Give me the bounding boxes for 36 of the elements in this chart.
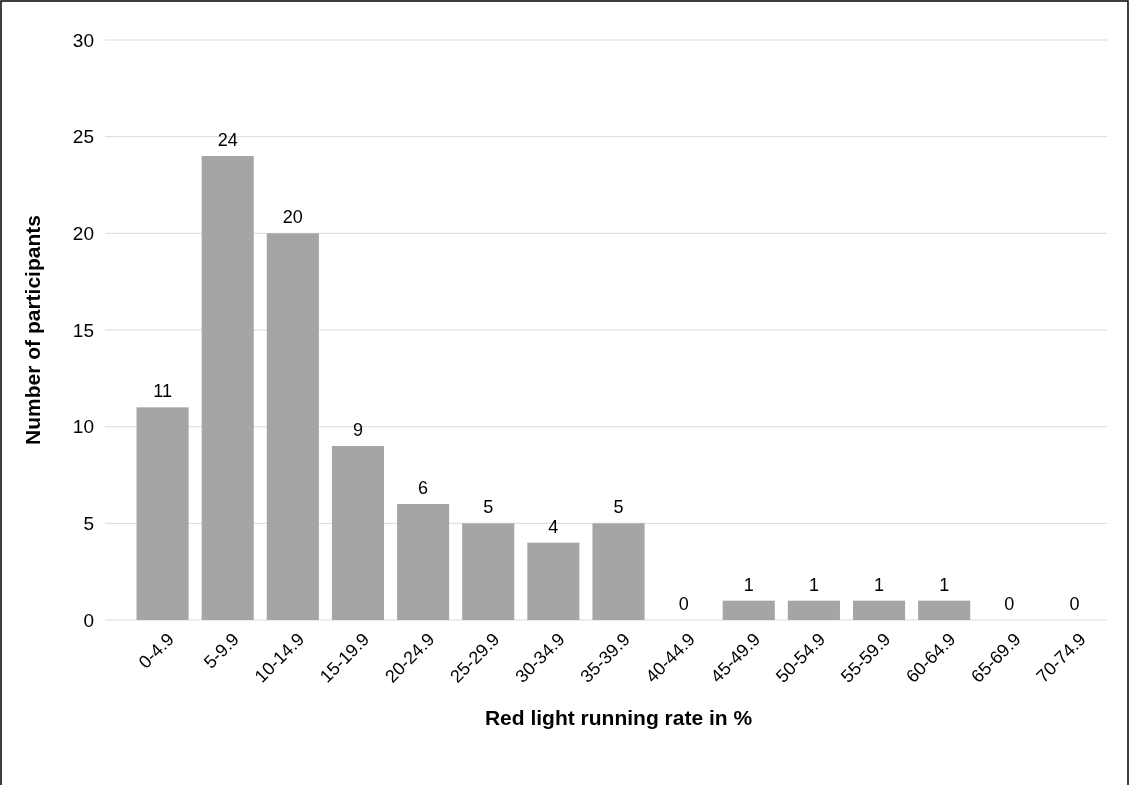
- data-label: 5: [613, 497, 624, 518]
- data-label: 1: [874, 574, 885, 595]
- y-tick-label: 20: [72, 222, 94, 244]
- data-label: 5: [483, 497, 494, 518]
- bar: [527, 542, 580, 620]
- data-label: 1: [939, 574, 950, 595]
- x-axis-title: Red light running rate in %: [484, 706, 753, 729]
- data-label: 9: [352, 420, 363, 440]
- data-label: 0: [1004, 594, 1015, 614]
- bar: [787, 600, 840, 620]
- bar: [397, 504, 450, 620]
- data-label: 11: [153, 381, 172, 402]
- bar: [592, 523, 645, 620]
- data-label: 0: [678, 594, 689, 614]
- data-label: 24: [217, 130, 238, 150]
- bar: [722, 600, 775, 620]
- y-tick-label: 25: [72, 126, 94, 148]
- bar: [136, 407, 189, 620]
- y-axis-title: Number of participants: [21, 215, 44, 445]
- data-label: 0: [1069, 594, 1080, 614]
- y-tick-label: 0: [83, 609, 94, 631]
- bar: [201, 156, 254, 620]
- bar: [918, 600, 971, 620]
- y-tick-label: 5: [83, 512, 94, 534]
- bar: [266, 233, 319, 620]
- data-label: 1: [743, 574, 754, 595]
- bar: [852, 600, 906, 620]
- y-tick-label: 30: [72, 29, 94, 51]
- bar: [331, 446, 385, 620]
- data-label: 20: [282, 207, 303, 228]
- bar: [462, 523, 515, 620]
- data-label: 4: [548, 516, 559, 537]
- data-label: 6: [418, 478, 429, 498]
- y-tick-label: 15: [72, 319, 94, 341]
- data-label: 1: [808, 574, 819, 595]
- y-tick-label: 10: [72, 416, 94, 438]
